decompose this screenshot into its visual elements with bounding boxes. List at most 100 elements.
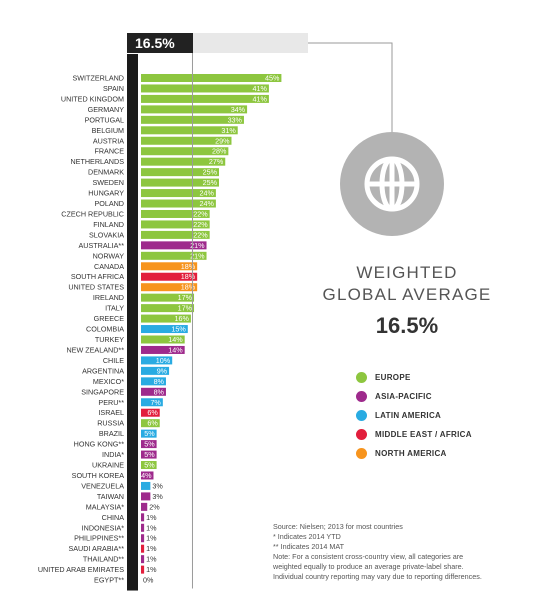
country-label-thailand: THAILAND** [83, 555, 124, 564]
bar-poland [141, 199, 216, 208]
country-label-malaysia: MALAYSIA* [86, 502, 124, 511]
value-label-united-states: 18% [181, 283, 196, 292]
value-label-slovakia: 22% [193, 230, 208, 239]
legend-item-europe: EUROPE [356, 368, 472, 387]
country-label-singapore: SINGAPORE [81, 387, 124, 396]
country-label-peru: PERU** [98, 398, 124, 407]
legend-item-latin-america: LATIN AMERICA [356, 406, 472, 425]
value-label-czech-republic: 22% [193, 209, 208, 218]
note-consistency-1: Note: For a consistent cross-country vie… [273, 552, 464, 561]
country-label-philippines: PHILIPPINES** [74, 534, 124, 543]
bar-austria [141, 136, 232, 145]
bar-thailand [141, 555, 145, 564]
bar-colombia [141, 325, 188, 334]
value-label-canada: 18% [181, 262, 196, 271]
country-label-portugal: PORTUGAL [85, 115, 124, 124]
bar-denmark [141, 168, 219, 177]
bar-czech-republic [141, 209, 210, 218]
bar-taiwan [141, 492, 151, 501]
value-label-saudi-arabia: 1% [146, 544, 157, 553]
country-label-mexico: MEXICO* [93, 377, 124, 386]
bar-australia [141, 241, 207, 250]
summary-title: WEIGHTED GLOBAL AVERAGE [312, 262, 502, 306]
country-label-united-states: UNITED STATES [68, 283, 124, 292]
country-label-ireland: IRELAND [93, 293, 124, 302]
bar-chile [141, 356, 173, 365]
average-connector-line [308, 42, 393, 132]
bar-south-korea [141, 471, 154, 480]
value-label-austria: 29% [215, 136, 230, 145]
value-label-philippines: 1% [146, 534, 157, 543]
bar-turkey [141, 335, 185, 344]
value-label-venezuela: 3% [152, 481, 163, 490]
country-label-brazil: BRAZIL [99, 429, 124, 438]
country-label-argentina: ARGENTINA [82, 366, 124, 375]
value-label-poland: 24% [199, 199, 214, 208]
value-label-thailand: 1% [146, 555, 157, 564]
value-label-united-arab-emirates: 1% [146, 565, 157, 574]
country-label-south-korea: SOUTH KOREA [72, 471, 125, 480]
value-label-argentina: 9% [157, 366, 168, 375]
country-label-hungary: HUNGARY [88, 189, 124, 198]
country-label-turkey: TURKEY [95, 335, 124, 344]
value-label-switzerland: 45% [265, 74, 280, 83]
country-label-chile: CHILE [103, 356, 124, 365]
country-label-poland: POLAND [94, 199, 124, 208]
value-label-india: 5% [144, 450, 155, 459]
value-label-netherlands: 27% [209, 157, 224, 166]
country-label-south-africa: SOUTH AFRICA [71, 272, 124, 281]
bar-malaysia [141, 502, 148, 511]
value-label-finland: 22% [193, 220, 208, 229]
bar-peru [141, 398, 163, 407]
bar-venezuela [141, 481, 151, 490]
country-label-greece: GREECE [94, 314, 125, 323]
bar-canada [141, 262, 198, 271]
note-consistency-2: weighted equally to produce an average p… [273, 562, 464, 571]
country-label-italy: ITALY [105, 304, 124, 313]
axis-strip [127, 54, 138, 591]
value-label-singapore: 8% [154, 387, 165, 396]
country-label-russia: RUSSIA [97, 419, 124, 428]
bar-finland [141, 220, 210, 229]
country-label-israel: ISRAEL [98, 408, 124, 417]
country-label-new-zealand: NEW ZEALAND** [66, 345, 124, 354]
bar-spain [141, 84, 269, 93]
value-label-peru: 7% [150, 398, 161, 407]
legend-dot-middle-east-africa [356, 429, 367, 440]
value-label-greece: 16% [175, 314, 190, 323]
country-label-sweden: SWEDEN [92, 178, 124, 187]
value-label-france: 28% [212, 147, 227, 156]
value-label-china: 1% [146, 513, 157, 522]
value-label-norway: 21% [190, 251, 205, 260]
value-label-mexico: 8% [154, 377, 165, 386]
bar-belgium [141, 126, 238, 135]
value-label-chile: 10% [156, 356, 171, 365]
country-label-spain: SPAIN [103, 84, 124, 93]
value-label-hong-kong: 5% [144, 440, 155, 449]
bar-singapore [141, 387, 166, 396]
country-label-colombia: COLOMBIA [86, 325, 124, 334]
value-label-malaysia: 2% [149, 502, 160, 511]
source-notes: Source: Nielsen; 2013 for most countries… [273, 522, 535, 582]
bar-mexico [141, 377, 166, 386]
bar-netherlands [141, 157, 226, 166]
note-ytd: * Indicates 2014 YTD [273, 532, 341, 541]
value-label-brazil: 5% [144, 429, 155, 438]
bar-south-africa [141, 272, 198, 281]
country-label-switzerland: SWITZERLAND [72, 74, 124, 83]
bar-israel [141, 408, 160, 417]
bar-slovakia [141, 230, 210, 239]
value-label-russia: 6% [147, 419, 158, 428]
value-label-indonesia: 1% [146, 523, 157, 532]
value-label-italy: 17% [178, 304, 193, 313]
legend-dot-europe [356, 372, 367, 383]
average-header-dark [127, 33, 193, 53]
legend-item-north-america: NORTH AMERICA [356, 444, 472, 463]
country-label-india: INDIA* [102, 450, 124, 459]
legend-label-north-america: NORTH AMERICA [375, 449, 447, 458]
country-label-norway: NORWAY [93, 251, 125, 260]
country-label-united-kingdom: UNITED KINGDOM [61, 94, 124, 103]
bar-united-kingdom [141, 94, 269, 103]
country-label-australia: AUSTRALIA** [78, 241, 124, 250]
